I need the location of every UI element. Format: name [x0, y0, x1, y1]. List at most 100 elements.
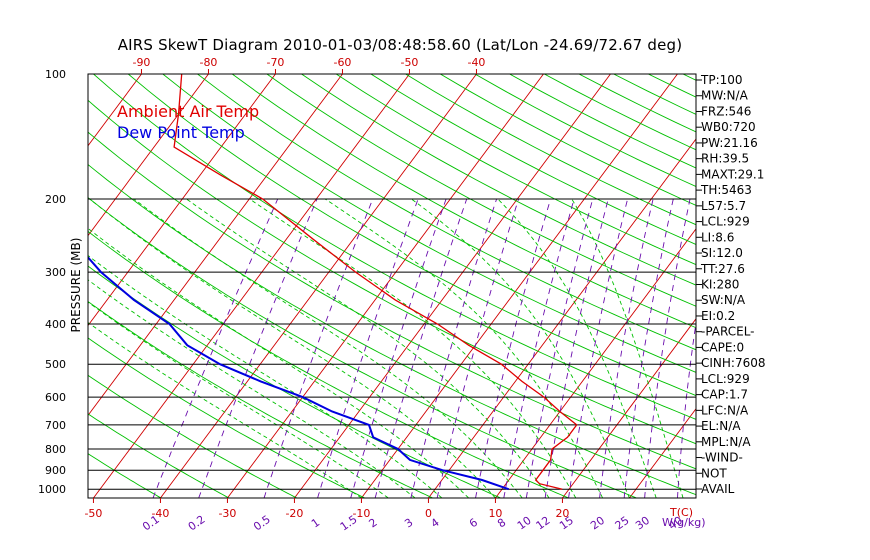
- isotherm-line: [0, 74, 74, 498]
- bottom-tick-label: -10: [352, 507, 370, 520]
- dry-adiabat-line: [127, 74, 696, 397]
- stat-item: NOT: [701, 466, 727, 480]
- bottom-tick-label: 0: [425, 507, 432, 520]
- dry-adiabat-line: [88, 453, 162, 498]
- mixing-ratio-line: [525, 198, 594, 498]
- top-temperature-ticks: -90 -80 -70 -60 -50 -40: [132, 56, 485, 74]
- stat-item: CAPE:0: [701, 340, 744, 354]
- top-tick-label: -50: [400, 56, 418, 69]
- top-tick-label: -60: [333, 56, 351, 69]
- mixing-ratio-line: [263, 198, 374, 498]
- isotherm-line: [88, 74, 343, 417]
- stat-item: FRZ:546: [701, 104, 751, 118]
- air-temp-line: [173, 74, 578, 490]
- isotherm-line: [361, 74, 678, 498]
- chart-title: AIRS SkewT Diagram 2010-01-03/08:48:58.6…: [117, 36, 683, 54]
- moist-adiabat-line: [571, 198, 684, 498]
- isotherm-line: [294, 74, 611, 498]
- dry-adiabat-line: [93, 74, 696, 420]
- pressure-tick-label: 100: [45, 68, 66, 81]
- mixing-ratio-line: [677, 319, 696, 498]
- moist-adiabat-line: [133, 198, 523, 498]
- stat-item: RH:39.5: [701, 152, 749, 166]
- moist-adiabat-line: [88, 321, 362, 498]
- mixing-ratio-line: [198, 198, 318, 498]
- moist-adiabat-line: [88, 301, 389, 498]
- stat-item: KI:280: [701, 278, 739, 292]
- pressure-tick-label: 700: [45, 419, 66, 432]
- stat-item: MAXT:29.1: [701, 167, 764, 181]
- legend-dew: Dew Point Temp: [117, 123, 245, 142]
- plot-frame: [87, 73, 697, 499]
- mixing-ratio-label: 8: [495, 516, 508, 531]
- profile-series: [88, 74, 578, 491]
- stat-item: TT:27.6: [700, 262, 745, 276]
- pressure-tick-label: 500: [45, 358, 66, 371]
- mixing-ratio-line: [436, 198, 520, 498]
- pressure-tick-label: 300: [45, 266, 66, 279]
- pressure-tick-label: 400: [45, 318, 66, 331]
- isotherm-line: [93, 74, 410, 498]
- isotherm-line: [88, 74, 209, 237]
- isotherm-line: [495, 228, 696, 498]
- mixing-ratio-line: [350, 198, 447, 498]
- top-tick-label: -90: [132, 56, 150, 69]
- isotherm-line: [0, 74, 7, 498]
- isotherm-line: [227, 74, 544, 498]
- stat-item: TH:5463: [700, 183, 752, 197]
- dry-adiabat-line: [88, 300, 433, 498]
- mixing-ratio-unit: W(g/kg): [662, 516, 706, 529]
- mixing-ratio-label: 0.2: [186, 513, 208, 534]
- legend-air: Ambient Air Temp: [117, 102, 259, 121]
- mixing-ratio-line: [410, 198, 498, 498]
- stat-item: MPL:N/A: [701, 435, 751, 449]
- mixing-ratio-line: [317, 198, 419, 498]
- dry-adiabat-line: [405, 74, 696, 226]
- stat-item: SI:12.0: [701, 246, 743, 260]
- pressure-tick-label: 900: [45, 464, 66, 477]
- dry-adiabat-line: [88, 374, 298, 498]
- mixing-ratio-label: 12: [534, 514, 553, 533]
- dry-adiabat-line: [197, 74, 696, 351]
- dry-adiabat-line: [648, 74, 696, 98]
- y-axis-label: PRESSURE (MB): [69, 238, 83, 333]
- pressure-tick-label: 600: [45, 391, 66, 404]
- pressure-tick-label: 200: [45, 193, 66, 206]
- stat-item: LCL:929: [701, 372, 750, 386]
- dry-adiabat-line: [88, 197, 637, 498]
- mixing-ratio-label: 20: [588, 514, 607, 533]
- stat-item: LCL:929: [701, 215, 750, 229]
- bottom-temperature-ticks: -50 -40 -30 -20 -10 0 10 20: [84, 498, 569, 520]
- moist-adiabat-lines: [88, 198, 684, 498]
- stat-item: CAP:1.7: [701, 388, 748, 402]
- moist-adiabat-line: [88, 279, 416, 498]
- dry-adiabat-line: [88, 99, 696, 445]
- dry-adiabat-line: [370, 74, 696, 245]
- mixing-ratio-line: [374, 198, 468, 498]
- dry-adiabat-line: [88, 230, 569, 498]
- isotherm-lines: [0, 74, 696, 498]
- mixing-ratio-line: [475, 198, 552, 498]
- mixing-ratio-label: 0.5: [251, 513, 273, 534]
- pressure-tick-label: 800: [45, 443, 66, 456]
- isotherm-line: [428, 138, 696, 498]
- bottom-tick-label: 10: [488, 507, 502, 520]
- dry-adiabat-line: [231, 74, 696, 329]
- dry-adiabat-line: [88, 413, 230, 498]
- stat-item: LFC:N/A: [701, 403, 749, 417]
- mixing-ratio-label: 10: [515, 514, 534, 533]
- mixing-ratio-line: [503, 198, 575, 498]
- mixing-ratio-line: [568, 198, 629, 498]
- moist-adiabat-line: [89, 198, 496, 498]
- stat-item: WB0:720: [701, 120, 756, 134]
- stat-item: -WIND-: [701, 451, 743, 465]
- mixing-ratio-label: 3: [402, 516, 415, 531]
- bottom-tick-label: -20: [285, 507, 303, 520]
- isotherm-line: [629, 407, 696, 498]
- stat-item: AVAIL: [701, 482, 735, 496]
- dry-adiabat-line: [509, 74, 696, 169]
- mixing-ratio-lines: [152, 198, 696, 498]
- bottom-tick-label: -40: [151, 507, 169, 520]
- isotherm-line: [88, 74, 142, 147]
